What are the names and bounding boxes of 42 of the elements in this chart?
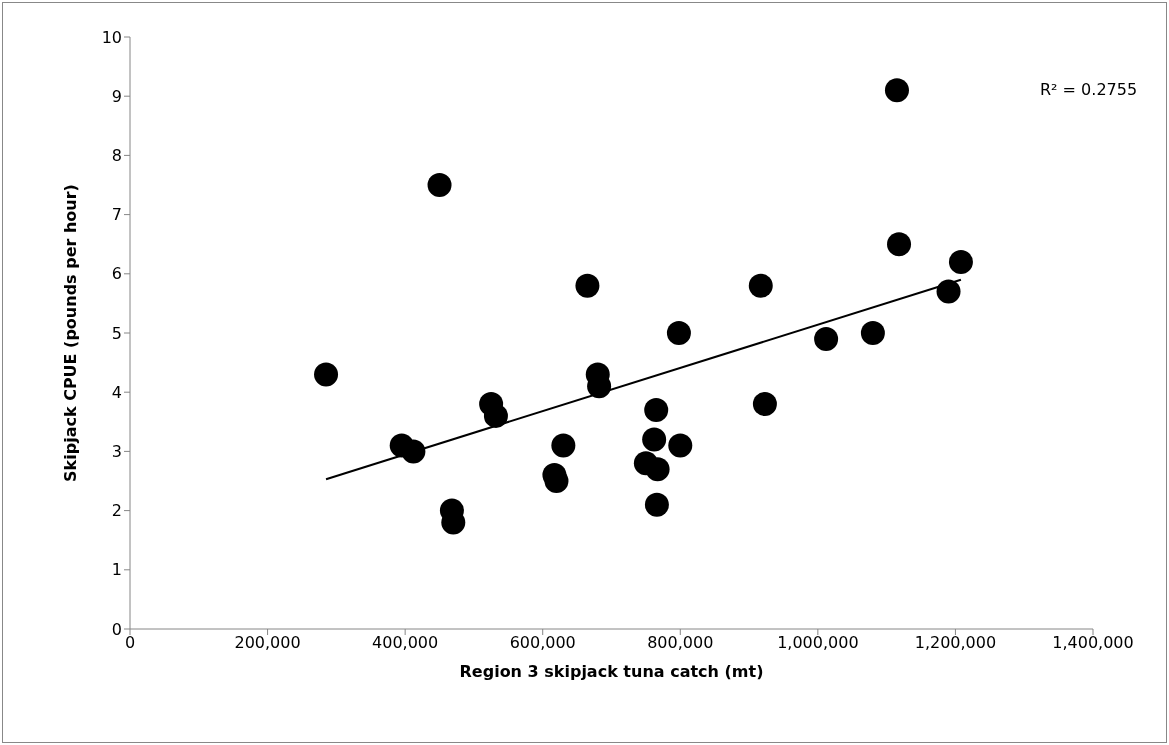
y-tick-label: 3	[111, 442, 122, 462]
y-tick-label: 2	[111, 501, 122, 521]
point	[884, 78, 909, 103]
x-tick-label: 600,000	[509, 633, 576, 653]
x-tick-label: 0	[124, 633, 136, 653]
point	[483, 403, 508, 428]
x-tick-label: 1,400,000	[1052, 633, 1134, 653]
point	[645, 457, 670, 482]
point	[860, 321, 885, 345]
y-tick-label: 5	[111, 323, 122, 343]
point	[642, 427, 667, 452]
point	[668, 433, 693, 458]
y-tick-label: 0	[111, 619, 122, 639]
point	[748, 273, 773, 298]
point	[936, 279, 961, 304]
point	[314, 362, 339, 387]
y-tick-label: 8	[111, 146, 122, 166]
point	[887, 232, 912, 257]
y-axis-title: Skipjack CPUE (pounds per hour)	[60, 184, 80, 482]
point	[551, 433, 576, 458]
y-tick-label: 4	[111, 382, 122, 402]
y-tick-label: 10	[101, 27, 122, 47]
x-tick-label: 200,000	[234, 633, 301, 653]
point	[752, 392, 777, 417]
y-tick-label: 7	[111, 205, 122, 225]
x-axis-title: Region 3 skipjack tuna catch (mt)	[459, 662, 764, 681]
y-tick-label: 6	[111, 264, 122, 284]
point	[427, 173, 452, 197]
point	[666, 321, 691, 345]
point	[401, 439, 426, 464]
x-tick-label: 1,000,000	[777, 633, 859, 653]
point	[644, 492, 669, 517]
point	[814, 326, 839, 351]
annotation: R² = 0.2755	[1040, 80, 1138, 99]
point	[644, 397, 669, 422]
x-tick-label: 1,200,000	[914, 633, 997, 653]
point	[575, 273, 600, 298]
x-tick-label: 800,000	[647, 633, 714, 653]
y-tick-label: 1	[111, 560, 122, 580]
point	[948, 249, 973, 274]
x-tick-label: 400,000	[372, 633, 439, 653]
y-tick-label: 9	[111, 86, 122, 106]
